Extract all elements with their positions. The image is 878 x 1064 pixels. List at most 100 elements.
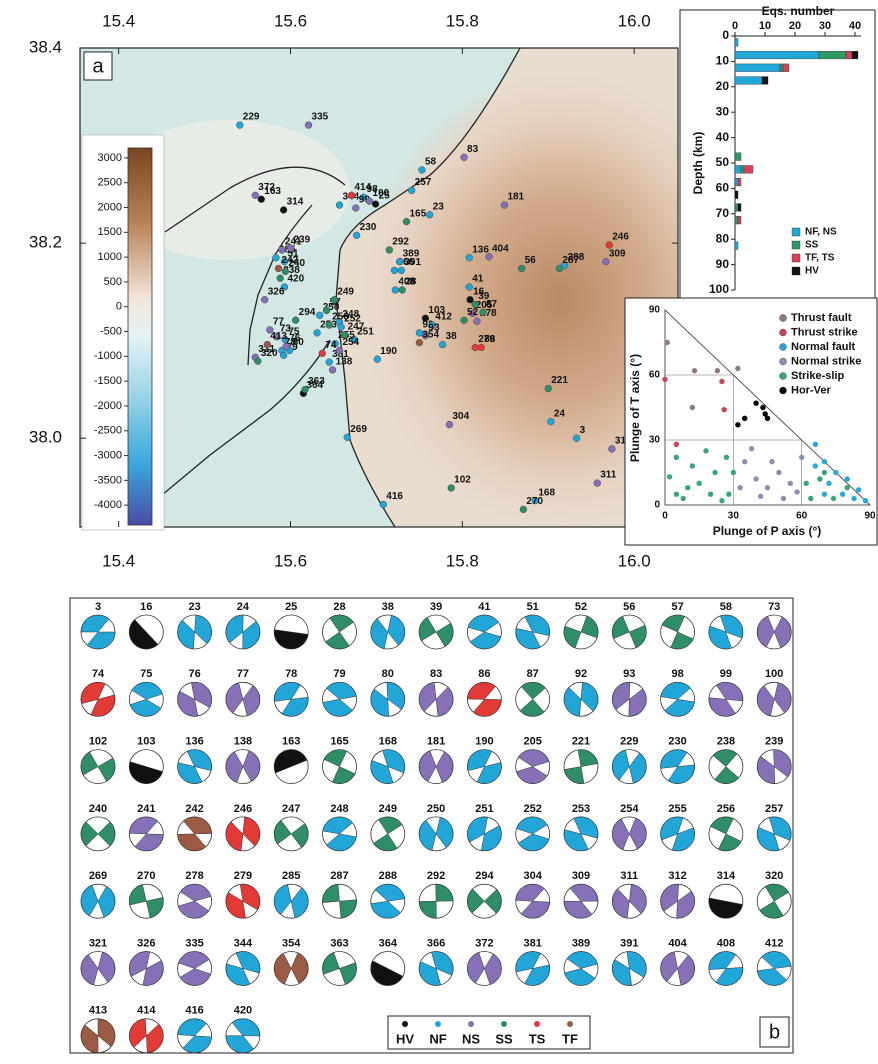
point	[840, 491, 845, 496]
bar-segment	[738, 204, 741, 212]
beachball	[661, 817, 695, 851]
event-label: 270	[526, 496, 543, 507]
event-label: 78	[285, 668, 297, 680]
event-label: 39	[430, 601, 442, 613]
event-label: 74	[325, 340, 337, 351]
event-label: 326	[137, 937, 155, 949]
beachball	[226, 682, 260, 716]
histogram-title: Eqs. number	[762, 4, 835, 18]
point	[674, 455, 679, 460]
beachball	[467, 750, 501, 784]
beachball	[371, 952, 405, 986]
beachball	[226, 817, 260, 851]
event-label: 83	[430, 668, 442, 680]
class-legend-label: SS	[495, 1031, 513, 1046]
event-label: 420	[234, 1005, 252, 1017]
beachball	[274, 750, 308, 784]
event-label: 372	[258, 182, 275, 193]
event-label: 412	[435, 312, 452, 323]
event-label: 252	[524, 803, 542, 815]
x-tick-label: 30	[819, 20, 831, 32]
class-legend-marker	[534, 1021, 540, 1027]
bar-segment	[762, 77, 768, 85]
class-legend-label: HV	[396, 1031, 414, 1046]
event-label: 269	[89, 870, 107, 882]
event-label: 255	[668, 803, 686, 815]
colorbar-tick-label: 2000	[98, 201, 122, 213]
event-label: 381	[524, 937, 542, 949]
event-label: 242	[185, 803, 203, 815]
beachball	[612, 952, 646, 986]
point	[737, 485, 742, 490]
event-label: 321	[89, 937, 107, 949]
x-tick-label: 15.4	[102, 11, 135, 30]
event-label: 241	[137, 803, 155, 815]
point	[719, 498, 724, 503]
event-label: 181	[507, 192, 524, 203]
event-label: 287	[562, 255, 579, 266]
event-label: 354	[282, 937, 301, 949]
beachball	[323, 750, 357, 784]
point	[813, 463, 818, 468]
beachball	[516, 884, 550, 918]
beachball	[226, 951, 260, 985]
beachball	[709, 952, 743, 986]
event-label: 309	[572, 870, 590, 882]
event-label: 311	[620, 870, 638, 882]
beachball	[419, 817, 453, 851]
event-label: 98	[671, 668, 683, 680]
bar-segment	[783, 64, 789, 72]
event-label: 56	[525, 255, 537, 266]
event-label: 100	[765, 668, 783, 680]
beachball	[323, 817, 357, 851]
y-tick-label: 38.2	[29, 233, 62, 252]
event-label: 413	[270, 331, 287, 342]
event-label: 205	[524, 736, 542, 748]
point	[769, 459, 774, 464]
beachball	[419, 615, 453, 649]
event-label: 79	[333, 668, 345, 680]
event-label: 320	[261, 348, 278, 359]
event-label: 364	[379, 937, 398, 949]
colorbar-tick-label: 2500	[98, 177, 122, 189]
event-label: 253	[572, 803, 590, 815]
point	[826, 481, 831, 486]
point	[856, 487, 861, 492]
legend-label: Strike-slip	[791, 370, 844, 382]
event-label: 391	[620, 937, 638, 949]
beachball	[612, 682, 646, 716]
beachball	[516, 951, 550, 985]
beachball	[709, 750, 743, 784]
point	[808, 496, 813, 501]
event-label: 309	[609, 248, 626, 259]
event-label: 335	[312, 112, 329, 123]
event-label: 190	[475, 736, 493, 748]
beachball	[226, 750, 260, 784]
event-label: 41	[472, 274, 484, 285]
bar-segment	[738, 216, 741, 224]
x-tick-label: 10	[759, 20, 771, 32]
point	[703, 448, 708, 453]
event-label: 99	[720, 668, 732, 680]
y-tick-label: 100	[709, 282, 729, 296]
bar-segment	[735, 166, 741, 174]
event-label: 23	[188, 601, 200, 613]
x-tick-label: 15.4	[102, 551, 135, 570]
legend-label: Normal strike	[791, 355, 861, 367]
class-legend-marker	[567, 1021, 573, 1027]
beachball	[612, 750, 646, 784]
event-label: 24	[554, 408, 566, 419]
bar-segment	[852, 51, 858, 59]
x-tick-label: 30	[728, 511, 740, 522]
event-label: 221	[551, 375, 568, 386]
event-label: 285	[282, 870, 300, 882]
point	[753, 476, 758, 481]
legend-marker	[780, 387, 787, 394]
colorbar-tick-label: 1000	[98, 251, 122, 263]
beachball	[467, 884, 501, 918]
point	[833, 470, 838, 475]
event-label: 311	[600, 470, 617, 481]
y-tick-label: 80	[716, 231, 730, 245]
class-legend-marker	[435, 1021, 441, 1027]
beachball	[709, 682, 743, 716]
